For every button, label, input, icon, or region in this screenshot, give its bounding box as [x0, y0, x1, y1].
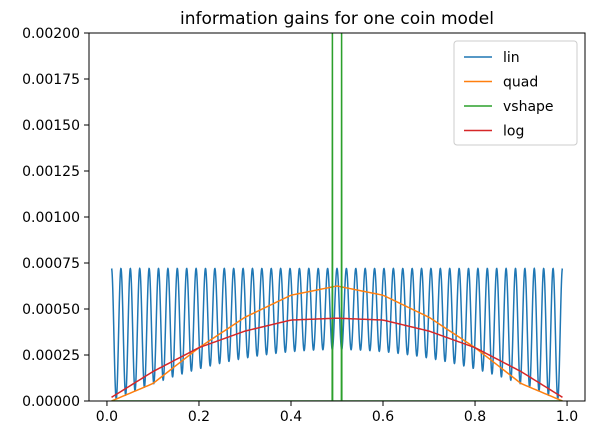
- y-tick-label: 0.00100: [22, 210, 80, 226]
- legend-label-lin: lin: [503, 50, 520, 66]
- legend-label-vshape: vshape: [503, 99, 554, 115]
- series-line-quad: [111, 285, 563, 401]
- series-layer: [110, 33, 564, 401]
- y-tick-label: 0.00175: [22, 72, 80, 88]
- legend: lin quad vshape log: [453, 40, 578, 146]
- y-axis: 0.00000 0.00025 0.00050 0.00075 0.00100 0.001…: [22, 26, 89, 410]
- x-tick-label: 0.0: [96, 409, 118, 425]
- y-tick-label: 0.00000: [22, 394, 80, 410]
- series-line-log: [111, 317, 563, 398]
- y-tick-label: 0.00150: [22, 118, 80, 134]
- x-tick-label: 0.8: [464, 409, 486, 425]
- x-tick-label: 0.4: [280, 409, 302, 425]
- legend-box: [453, 40, 578, 146]
- x-tick-label: 0.6: [372, 409, 394, 425]
- y-tick-label: 0.00200: [22, 26, 80, 42]
- y-tick-label: 0.00125: [22, 164, 80, 180]
- chart-title: information gains for one coin model: [180, 9, 494, 29]
- y-tick-label: 0.00075: [22, 256, 80, 272]
- legend-label-log: log: [503, 124, 524, 140]
- x-tick-label: 0.2: [188, 409, 210, 425]
- x-tick-label: 1.0: [556, 409, 578, 425]
- legend-label-quad: quad: [503, 75, 538, 91]
- y-tick-label: 0.00050: [22, 302, 80, 318]
- series-line-vshape: [111, 33, 563, 401]
- y-tick-label: 0.00025: [22, 348, 80, 364]
- x-axis: 0.0 0.2 0.4 0.6 0.8 1.0: [96, 401, 578, 425]
- series-line-lin: [110, 267, 564, 400]
